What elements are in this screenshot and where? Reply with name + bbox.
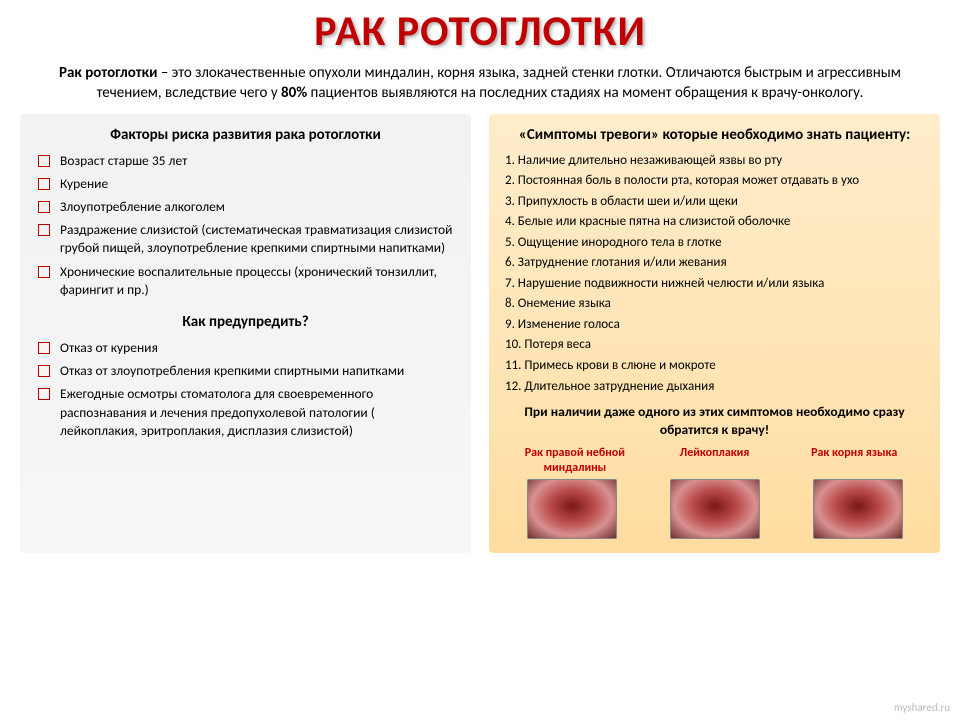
medical-image (527, 479, 617, 539)
list-item: 1. Наличие длительно незаживающей язвы в… (505, 152, 924, 170)
list-item: 3. Припухлость в области шеи и/или щеки (505, 193, 924, 211)
medical-image (670, 479, 760, 539)
list-item: Курение (36, 175, 455, 193)
list-item: 4. Белые или красные пятна на слизистой … (505, 213, 924, 231)
list-item: Отказ от курения (36, 339, 455, 357)
intro-after: пациентов выявляются на последних стадия… (307, 84, 863, 102)
prevent-list: Отказ от курения Отказ от злоупотреблени… (36, 339, 455, 440)
symptoms-list: 1. Наличие длительно незаживающей язвы в… (505, 152, 924, 396)
list-item: 7. Нарушение подвижности нижней челюсти … (505, 275, 924, 293)
prevent-title: Как предупредить? (36, 313, 455, 331)
medical-image (813, 479, 903, 539)
caption: Рак правой небной миндалины (505, 446, 645, 475)
list-item: 12. Длительное затруднение дыхания (505, 378, 924, 396)
intro-paragraph: Рак ротоглотки – это злокачественные опу… (0, 57, 960, 114)
list-item: 5. Ощущение инородного тела в глотке (505, 234, 924, 252)
list-item: Хронические воспалительные процессы (хро… (36, 263, 455, 299)
list-item: Возраст старше 35 лет (36, 152, 455, 170)
caption: Лейкоплакия (645, 446, 785, 475)
medical-images-row (505, 479, 924, 539)
watermark: myshared.ru (894, 701, 950, 714)
list-item: 8. Онемение языка (505, 295, 924, 313)
list-item: Злоупотребление алкоголем (36, 198, 455, 216)
list-item: 10. Потеря веса (505, 336, 924, 354)
risk-factors-panel: Факторы риска развития рака ротоглотки В… (20, 114, 471, 553)
list-item: 6. Затруднение глотания и/или жевания (505, 254, 924, 272)
list-item: 2. Постоянная боль в полости рта, котора… (505, 172, 924, 190)
image-captions: Рак правой небной миндалины Лейкоплакия … (505, 446, 924, 475)
list-item: 11. Примесь крови в слюне и мокроте (505, 357, 924, 375)
symptoms-title: «Симптомы тревоги» которые необходимо зн… (505, 126, 924, 144)
list-item: Раздражение слизистой (систематическая т… (36, 221, 455, 257)
list-item: 9. Изменение голоса (505, 316, 924, 334)
warning-text: При наличии даже одного из этих симптомо… (505, 403, 924, 438)
risk-title: Факторы риска развития рака ротоглотки (36, 126, 455, 144)
list-item: Ежегодные осмотры стоматолога для своевр… (36, 385, 455, 440)
caption: Рак корня языка (784, 446, 924, 475)
content-columns: Факторы риска развития рака ротоглотки В… (0, 114, 960, 553)
intro-term: Рак ротоглотки (59, 64, 157, 82)
intro-percent: 80% (281, 84, 307, 102)
list-item: Отказ от злоупотребления крепкими спиртн… (36, 362, 455, 380)
page-title: РАК РОТОГЛОТКИ (0, 0, 960, 57)
symptoms-panel: «Симптомы тревоги» которые необходимо зн… (489, 114, 940, 553)
risk-list: Возраст старше 35 лет Курение Злоупотреб… (36, 152, 455, 300)
